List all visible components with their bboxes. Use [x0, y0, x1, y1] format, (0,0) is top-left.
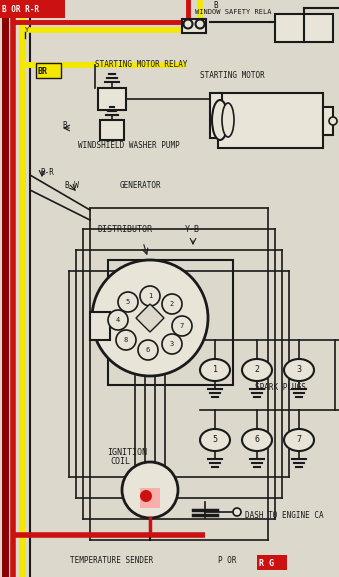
Circle shape: [233, 508, 241, 516]
Text: B W: B W: [65, 181, 79, 190]
Ellipse shape: [242, 429, 272, 451]
Text: 5: 5: [213, 436, 218, 444]
Text: B: B: [213, 1, 218, 10]
Circle shape: [162, 294, 182, 314]
Text: DASH TO ENGINE CA: DASH TO ENGINE CA: [245, 511, 324, 520]
Ellipse shape: [222, 103, 234, 137]
Circle shape: [183, 20, 193, 28]
Text: WINDSHIELD WASHER PUMP: WINDSHIELD WASHER PUMP: [78, 141, 180, 150]
Text: STARTING MOTOR: STARTING MOTOR: [200, 71, 265, 80]
Ellipse shape: [200, 359, 230, 381]
Circle shape: [196, 20, 204, 28]
Bar: [275, 14, 333, 42]
Text: 5: 5: [126, 299, 130, 305]
Text: BR: BR: [38, 66, 48, 76]
Bar: [108, 260, 233, 385]
Text: WINDOW SAFETY RELA: WINDOW SAFETY RELA: [195, 9, 272, 15]
Bar: [182, 19, 206, 33]
Ellipse shape: [242, 359, 272, 381]
Circle shape: [116, 330, 136, 350]
Text: R G: R G: [259, 559, 274, 568]
Text: Y: Y: [25, 27, 29, 33]
Text: 3: 3: [297, 365, 301, 374]
Text: 2: 2: [255, 365, 259, 374]
Text: B-R: B-R: [40, 168, 54, 177]
Circle shape: [140, 286, 160, 306]
Circle shape: [162, 334, 182, 354]
Ellipse shape: [284, 429, 314, 451]
Ellipse shape: [200, 429, 230, 451]
Text: 8: 8: [124, 337, 128, 343]
Text: 2: 2: [170, 301, 174, 307]
Bar: [36, 63, 61, 78]
Bar: [90, 312, 110, 340]
Circle shape: [122, 462, 178, 518]
Text: 6: 6: [255, 436, 259, 444]
Text: TEMPERATURE SENDER: TEMPERATURE SENDER: [70, 556, 153, 565]
Circle shape: [92, 260, 208, 376]
Text: B OR R-R: B OR R-R: [2, 6, 39, 14]
Text: 1: 1: [213, 365, 218, 374]
Ellipse shape: [284, 359, 314, 381]
Text: Y-B: Y-B: [185, 225, 200, 234]
Circle shape: [172, 316, 192, 336]
Text: IGNITION: IGNITION: [107, 448, 147, 457]
Bar: [140, 488, 160, 508]
Text: COIL: COIL: [110, 457, 130, 466]
Bar: [210, 93, 222, 138]
Bar: [218, 93, 323, 148]
Text: 3: 3: [170, 341, 174, 347]
Bar: [257, 555, 287, 570]
Text: SPARK PLUGS: SPARK PLUGS: [255, 383, 306, 392]
Bar: [100, 120, 124, 140]
Text: 7: 7: [297, 436, 301, 444]
Text: 6: 6: [146, 347, 150, 353]
Text: 4: 4: [116, 317, 120, 323]
Text: GENERATOR: GENERATOR: [120, 181, 162, 190]
Bar: [98, 88, 126, 110]
Polygon shape: [136, 304, 164, 332]
Text: STARTING MOTOR RELAY: STARTING MOTOR RELAY: [95, 60, 187, 69]
Bar: [0, 0, 65, 18]
Text: 1: 1: [148, 293, 152, 299]
Circle shape: [329, 117, 337, 125]
Text: P OR: P OR: [218, 556, 237, 565]
Circle shape: [108, 310, 128, 330]
Circle shape: [138, 340, 158, 360]
Circle shape: [118, 292, 138, 312]
Text: 7: 7: [180, 323, 184, 329]
Bar: [323, 107, 333, 135]
Text: DISTRIBUTOR: DISTRIBUTOR: [98, 225, 153, 234]
Ellipse shape: [212, 100, 228, 140]
Text: B: B: [62, 121, 67, 130]
Circle shape: [140, 490, 152, 502]
